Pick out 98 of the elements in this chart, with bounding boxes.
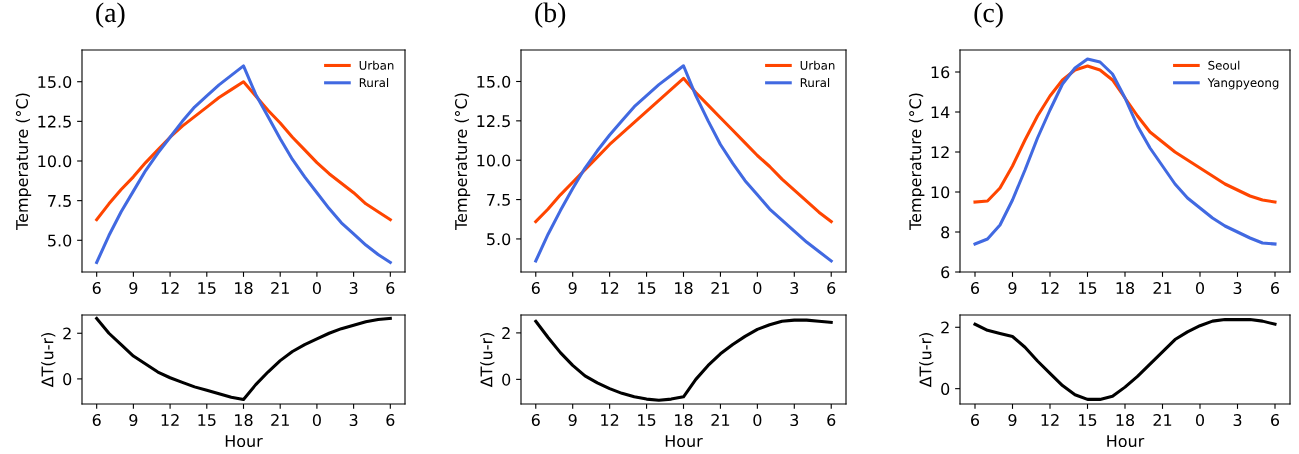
line-series [95, 80, 392, 222]
x-tick-label: 6 [1271, 282, 1280, 295]
y-tick-label: 0 [502, 373, 511, 386]
x-tick-label: 15 [198, 414, 216, 427]
x-tick-label: 12 [601, 282, 619, 294]
x-tick-label: 6 [531, 282, 540, 295]
x-tick-label: 9 [568, 414, 577, 427]
legend-label: Urban [359, 60, 394, 70]
y-tick-label: 10.0 [38, 155, 72, 168]
x-tick-label: 18 [235, 414, 253, 427]
y-tick-label: 10.0 [477, 154, 511, 167]
x-tick-label: 6 [386, 414, 395, 427]
x-tick-label: 21 [1153, 414, 1172, 426]
y-axis-title: ΔT(u-r) [480, 333, 495, 388]
x-tick-label: 6 [827, 414, 836, 427]
x-tick-label: 15 [1079, 414, 1097, 427]
x-tick-label: 0 [1195, 282, 1205, 295]
x-tick-label: 9 [1008, 414, 1017, 427]
x-tick-label: 21 [271, 282, 289, 294]
y-tick-label: 8 [941, 226, 950, 239]
x-tick-label: 0 [312, 414, 321, 427]
x-tick-label: 18 [1116, 414, 1135, 427]
x-tick-label: 3 [1233, 414, 1242, 427]
x-tick-label: 15 [1079, 282, 1097, 295]
legend-label: Seoul [1208, 60, 1240, 70]
x-tick-label: 9 [1008, 282, 1017, 295]
x-tick-label: 21 [1153, 282, 1172, 294]
x-tick-label: 21 [271, 414, 289, 426]
x-axis-title: Hour [665, 435, 703, 448]
x-tick-label: 3 [790, 282, 799, 295]
x-tick-label: 6 [971, 282, 980, 295]
x-tick-label: 3 [349, 282, 358, 295]
y-tick-label: 14 [931, 106, 950, 119]
x-tick-label: 6 [1271, 414, 1280, 427]
line-series [534, 76, 833, 224]
legend-label: Yangpyeong [1207, 78, 1279, 90]
chart-title: (a) [96, 2, 125, 28]
y-tick-label: 2 [941, 321, 949, 334]
x-tick-label: 12 [1041, 414, 1059, 426]
x-tick-label: 15 [638, 414, 656, 427]
x-tick-label: 3 [790, 414, 799, 427]
x-tick-label: 0 [753, 282, 762, 295]
y-tick-label: 2 [502, 327, 510, 339]
x-tick-label: 18 [675, 414, 693, 427]
x-tick-label: 6 [971, 414, 980, 427]
x-tick-label: 0 [312, 282, 321, 295]
y-tick-label: 5.0 [487, 233, 511, 246]
x-tick-label: 0 [1195, 414, 1205, 427]
y-tick-label: 16 [931, 66, 950, 79]
x-tick-label: 9 [129, 414, 138, 427]
x-tick-label: 18 [1116, 282, 1135, 295]
x-tick-label: 6 [827, 282, 836, 295]
x-tick-label: 15 [198, 282, 216, 295]
legend-label: Rural [800, 77, 830, 88]
x-tick-label: 21 [711, 414, 730, 426]
legend-label: Rural [359, 77, 389, 88]
y-axis-title: Temperature (°C) [15, 93, 32, 230]
y-tick-label: 12.5 [38, 115, 71, 128]
y-tick-label: 10 [931, 186, 950, 199]
y-tick-label: 15.0 [477, 75, 511, 88]
y-axis-title: ΔT(u-r) [919, 333, 934, 388]
x-tick-label: 12 [161, 282, 179, 294]
y-tick-label: 6 [941, 266, 950, 279]
chart-title: (b) [535, 2, 566, 28]
y-tick-label: 7.5 [48, 195, 71, 207]
chart-title: (c) [974, 2, 1003, 28]
x-tick-label: 21 [711, 282, 730, 294]
x-tick-label: 9 [568, 282, 577, 295]
x-tick-label: 6 [92, 282, 101, 295]
legend-label: Urban [800, 60, 835, 70]
x-tick-label: 9 [129, 282, 138, 295]
x-tick-label: 6 [531, 414, 540, 427]
y-tick-label: 5.0 [48, 234, 72, 247]
x-tick-label: 12 [161, 414, 179, 426]
x-tick-label: 3 [1233, 282, 1242, 295]
y-axis-title: Temperature (°C) [908, 93, 925, 230]
x-tick-label: 12 [601, 414, 619, 426]
x-tick-label: 12 [1041, 282, 1059, 294]
y-tick-label: 12 [931, 146, 949, 159]
x-tick-label: 0 [753, 414, 762, 427]
x-tick-label: 6 [92, 414, 101, 427]
y-axis-title: ΔT(u-r) [41, 333, 56, 388]
line-series [973, 57, 1277, 246]
x-tick-label: 18 [235, 282, 253, 295]
y-tick-label: 12.5 [477, 115, 510, 128]
x-tick-label: 15 [638, 282, 656, 295]
y-tick-label: 2 [63, 327, 71, 340]
x-tick-label: 3 [349, 414, 358, 427]
x-tick-label: 6 [386, 282, 395, 295]
x-axis-title: Hour [1107, 435, 1145, 448]
y-tick-label: 15.0 [38, 75, 72, 89]
x-axis-title: Hour [225, 435, 263, 448]
y-tick-label: 7.5 [487, 194, 510, 206]
y-tick-label: 0 [941, 382, 950, 395]
x-tick-label: 18 [675, 282, 693, 295]
y-axis-title: Temperature (°C) [454, 93, 471, 230]
y-tick-label: 0 [63, 373, 72, 386]
line-series [973, 318, 1277, 401]
